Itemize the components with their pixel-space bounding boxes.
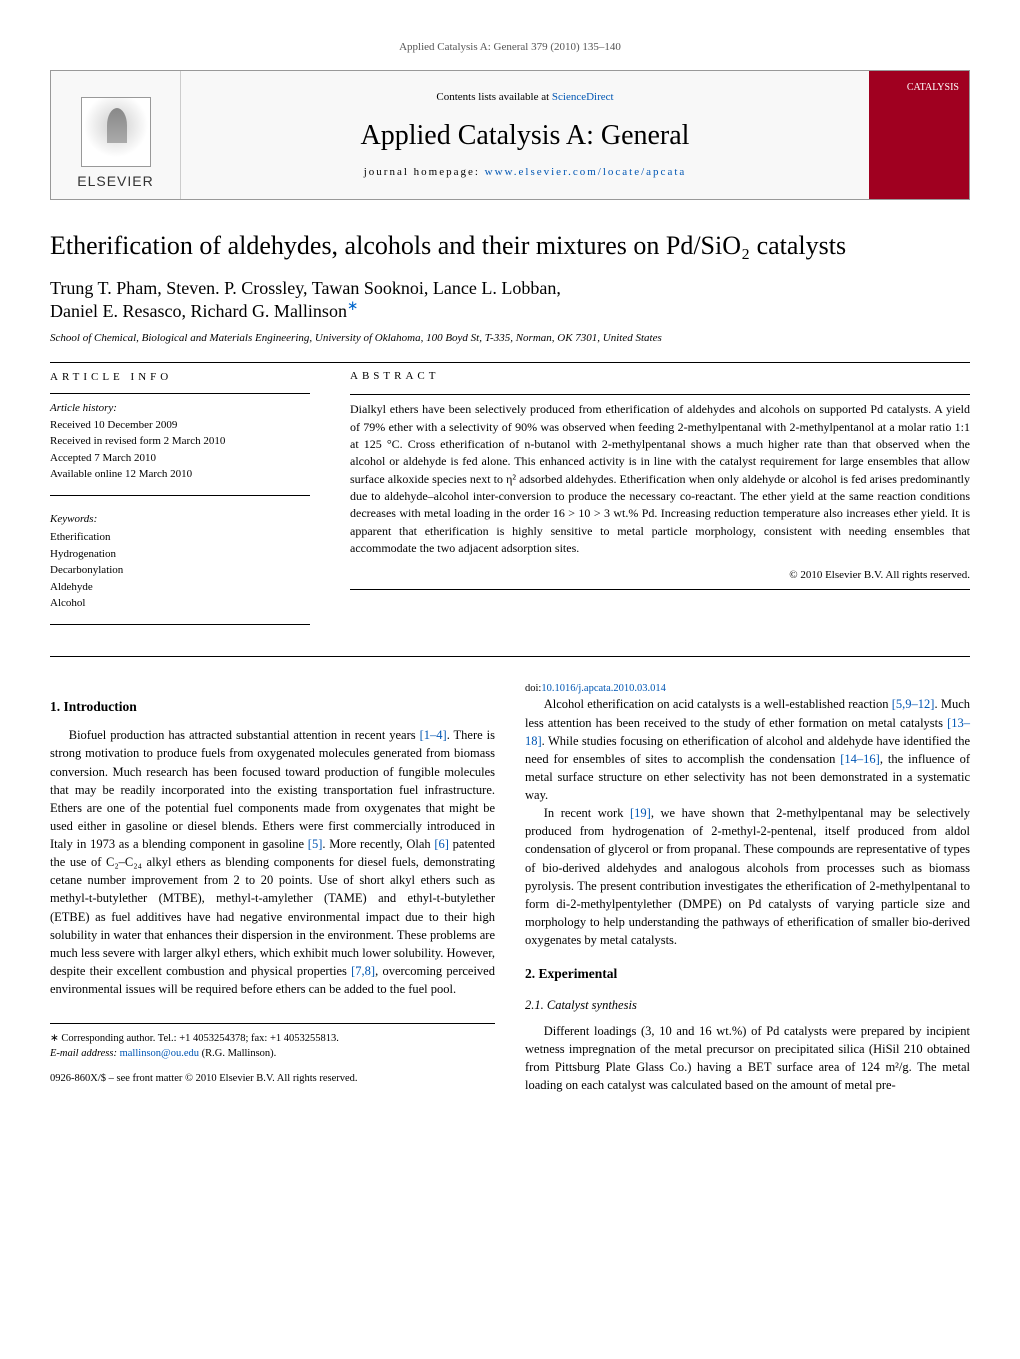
body-columns: 1. Introduction Biofuel production has a… <box>50 682 970 1095</box>
abstract-text: Dialkyl ethers have been selectively pro… <box>350 401 970 558</box>
text: . There is strong motivation to produce … <box>50 728 495 851</box>
section-heading-introduction: 1. Introduction <box>50 697 495 717</box>
authors-line-2: Daniel E. Resasco, Richard G. Mallinson <box>50 301 347 321</box>
keyword: Aldehyde <box>50 579 310 596</box>
citation-link[interactable]: [7,8] <box>351 964 375 978</box>
divider <box>50 362 970 363</box>
contents-line: Contents lists available at ScienceDirec… <box>436 90 613 105</box>
corresponding-author-line: ∗ Corresponding author. Tel.: +1 4053254… <box>50 1032 495 1047</box>
article-info-label: article info <box>50 369 310 386</box>
running-header: Applied Catalysis A: General 379 (2010) … <box>50 40 970 55</box>
keyword: Hydrogenation <box>50 546 310 563</box>
corresponding-author-asterisk: ∗ <box>347 298 358 313</box>
affiliation: School of Chemical, Biological and Mater… <box>50 331 970 346</box>
email-link[interactable]: mallinson@ou.edu <box>120 1048 199 1059</box>
divider <box>350 589 970 590</box>
revised-date: Received in revised form 2 March 2010 <box>50 433 310 450</box>
keyword: Alcohol <box>50 595 310 612</box>
text: , we have shown that 2-methylpentanal ma… <box>525 806 970 947</box>
authors: Trung T. Pham, Steven. P. Crossley, Tawa… <box>50 277 970 324</box>
homepage-prefix: journal homepage: <box>364 166 485 178</box>
text: Biofuel production has attracted substan… <box>69 728 420 742</box>
accepted-date: Accepted 7 March 2010 <box>50 450 310 467</box>
history-label: Article history: <box>50 400 310 417</box>
article-title: Etherification of aldehydes, alcohols an… <box>50 230 970 261</box>
text: Alcohol etherification on acid catalysts… <box>544 697 892 711</box>
citation-link[interactable]: [19] <box>630 806 651 820</box>
cover-label: CATALYSIS <box>907 81 959 95</box>
citation-link[interactable]: [1–4] <box>420 728 447 742</box>
publisher-name: ELSEVIER <box>77 172 153 192</box>
journal-cover-thumb: CATALYSIS <box>869 71 969 199</box>
text: . More recently, Olah <box>322 837 434 851</box>
intro-paragraph-3: In recent work [19], we have shown that … <box>525 804 970 949</box>
doi-prefix: doi: <box>525 683 541 694</box>
divider <box>50 656 970 657</box>
divider <box>50 624 310 625</box>
citation-link[interactable]: [14–16] <box>840 752 880 766</box>
doi-link[interactable]: 10.1016/j.apcata.2010.03.014 <box>541 683 666 694</box>
intro-paragraph-1: Biofuel production has attracted substan… <box>50 726 495 998</box>
corresponding-author-footnote: ∗ Corresponding author. Tel.: +1 4053254… <box>50 1023 495 1061</box>
journal-banner: ELSEVIER Contents lists available at Sci… <box>50 70 970 200</box>
publisher-logo-block: ELSEVIER <box>51 71 181 199</box>
keyword: Decarbonylation <box>50 562 310 579</box>
received-date: Received 10 December 2009 <box>50 417 310 434</box>
keyword: Etherification <box>50 529 310 546</box>
subsection-heading-catalyst-synthesis: 2.1. Catalyst synthesis <box>525 996 970 1014</box>
email-label: E-mail address: <box>50 1048 120 1059</box>
citation-link[interactable]: [5,9–12] <box>892 697 935 711</box>
divider <box>50 495 310 496</box>
email-suffix: (R.G. Mallinson). <box>199 1048 276 1059</box>
experimental-paragraph-1: Different loadings (3, 10 and 16 wt.%) o… <box>525 1022 970 1095</box>
sciencedirect-link[interactable]: ScienceDirect <box>552 91 614 103</box>
journal-title: Applied Catalysis A: General <box>361 116 690 155</box>
abstract-block: abstract Dialkyl ethers have been select… <box>350 369 970 631</box>
front-matter-line: 0926-860X/$ – see front matter © 2010 El… <box>50 1072 495 1086</box>
text: In recent work <box>544 806 630 820</box>
citation-link[interactable]: [5] <box>308 837 323 851</box>
divider <box>350 394 970 395</box>
online-date: Available online 12 March 2010 <box>50 466 310 483</box>
elsevier-tree-icon <box>81 97 151 167</box>
homepage-line: journal homepage: www.elsevier.com/locat… <box>364 165 687 180</box>
article-info-block: article info Article history: Received 1… <box>50 369 310 631</box>
citation-link[interactable]: [6] <box>434 837 449 851</box>
authors-line-1: Trung T. Pham, Steven. P. Crossley, Tawa… <box>50 277 970 300</box>
abstract-label: abstract <box>350 369 970 384</box>
banner-center: Contents lists available at ScienceDirec… <box>181 71 869 199</box>
intro-paragraph-2: Alcohol etherification on acid catalysts… <box>525 695 970 804</box>
keywords-label: Keywords: <box>50 511 310 528</box>
section-heading-experimental: 2. Experimental <box>525 964 970 984</box>
abstract-copyright: © 2010 Elsevier B.V. All rights reserved… <box>350 568 970 583</box>
divider <box>50 393 310 394</box>
text: patented the use of C₂–C₂₄ alkyl ethers … <box>50 837 495 978</box>
homepage-link[interactable]: www.elsevier.com/locate/apcata <box>485 166 687 178</box>
contents-prefix: Contents lists available at <box>436 91 551 103</box>
